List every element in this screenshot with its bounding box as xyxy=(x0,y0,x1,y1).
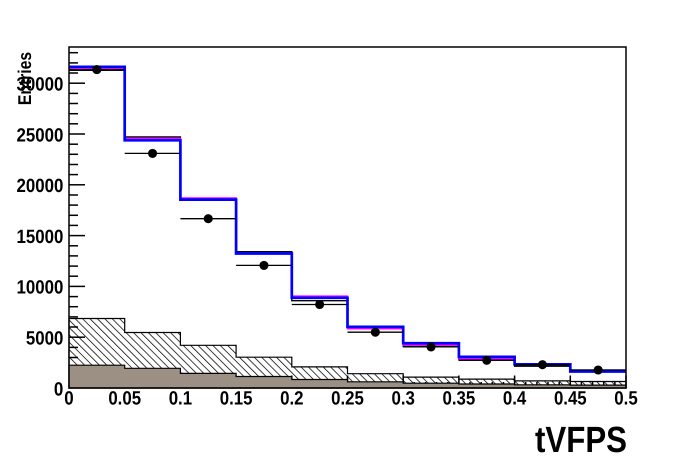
svg-text:15000: 15000 xyxy=(17,227,64,248)
svg-text:0.1: 0.1 xyxy=(169,388,193,409)
svg-text:tVFPS: tVFPS xyxy=(535,419,627,460)
svg-text:0: 0 xyxy=(54,379,63,400)
svg-text:0.4: 0.4 xyxy=(503,388,527,409)
svg-text:0.3: 0.3 xyxy=(392,388,415,409)
svg-text:0: 0 xyxy=(64,388,73,409)
svg-text:5000: 5000 xyxy=(26,329,63,350)
svg-text:0.35: 0.35 xyxy=(443,388,476,409)
svg-text:0.25: 0.25 xyxy=(331,388,364,409)
svg-text:Entries: Entries xyxy=(14,52,35,105)
svg-text:0.2: 0.2 xyxy=(280,388,303,409)
svg-text:30000: 30000 xyxy=(17,75,64,96)
svg-text:0.5: 0.5 xyxy=(614,388,638,409)
svg-text:0.15: 0.15 xyxy=(220,388,253,409)
svg-text:0.05: 0.05 xyxy=(108,388,141,409)
svg-text:10000: 10000 xyxy=(17,278,64,299)
svg-text:25000: 25000 xyxy=(17,125,64,146)
svg-text:20000: 20000 xyxy=(17,176,64,197)
svg-text:0.45: 0.45 xyxy=(554,388,587,409)
